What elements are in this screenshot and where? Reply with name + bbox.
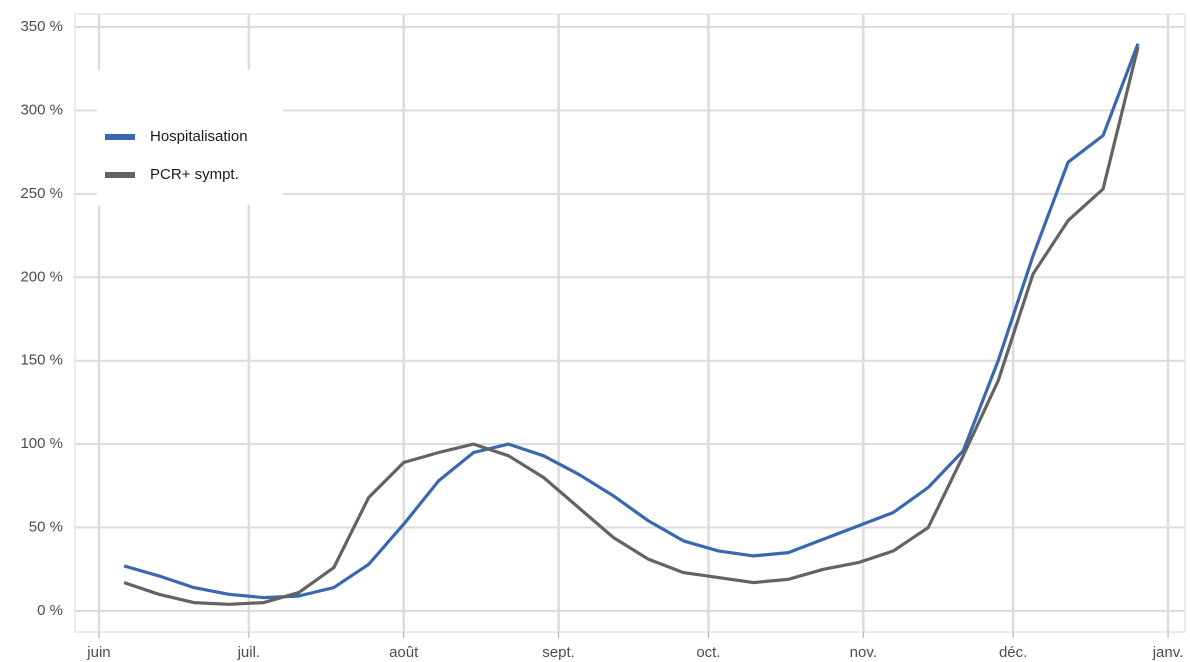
y-tick-label: 0 % [37, 602, 63, 619]
y-tick-label: 200 % [20, 268, 63, 285]
y-tick-label: 250 % [20, 185, 63, 202]
x-tick-label: oct. [696, 644, 720, 661]
x-tick-label: juil. [237, 644, 261, 661]
y-tick-label: 50 % [29, 519, 63, 536]
x-tick-label: sept. [542, 644, 575, 661]
series-line [123, 46, 1140, 606]
legend-label: PCR+ sympt. [150, 166, 239, 183]
series-line [123, 43, 1140, 600]
x-tick-label: août [389, 644, 419, 661]
x-tick-label: déc. [999, 644, 1027, 661]
x-tick-label: nov. [850, 644, 877, 661]
legend-label: Hospitalisation [150, 128, 248, 145]
y-tick-label: 100 % [20, 435, 63, 452]
y-tick-label: 300 % [20, 101, 63, 118]
legend: Hospitalisation PCR+ sympt. [97, 70, 283, 205]
x-tick-label: juin [86, 644, 110, 661]
y-tick-label: 350 % [20, 18, 63, 35]
y-tick-label: 150 % [20, 352, 63, 369]
x-tick-label: janv. [1152, 644, 1184, 661]
plot-border [74, 13, 1186, 633]
